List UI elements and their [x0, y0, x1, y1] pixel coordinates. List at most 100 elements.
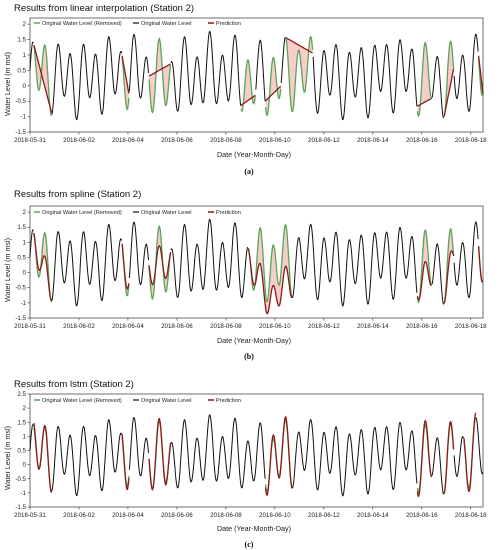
- prediction-series: [285, 37, 313, 54]
- plot-area: -1.5 -1 -0.5 0 0.5 1 1.5 2 2018-05-31 2018-06-02 2…: [14, 205, 487, 330]
- legend-label-prediction: Prediction: [216, 398, 241, 404]
- legend-label-original: Original Water Level: [141, 21, 191, 27]
- x-tick-label: 2018-06-06: [161, 512, 193, 519]
- x-tick-label: 2018-06-12: [308, 512, 340, 519]
- removed-series: [121, 56, 130, 110]
- legend-label-removed: Original Water Level (Removed): [42, 210, 122, 216]
- prediction-series: [121, 434, 130, 490]
- removed-series: [148, 225, 172, 301]
- y-tick-label: 1: [23, 433, 27, 440]
- x-tick-label: 2018-06-08: [210, 323, 242, 330]
- chart-panel-b: Results from spline (Station 2) -1.5 -1 -0…: [3, 189, 487, 361]
- x-tick-label: 2018-06-14: [357, 323, 389, 330]
- prediction-series: [121, 243, 130, 290]
- x-tick-label: 2018-06-16: [406, 323, 438, 330]
- y-tick-label: 0: [23, 462, 27, 469]
- legend-label-removed: Original Water Level (Removed): [42, 398, 122, 404]
- x-tick-label: 2018-06-02: [63, 323, 95, 330]
- plot-frame: [29, 205, 484, 319]
- x-tick-label: 2018-06-10: [259, 323, 291, 330]
- removed-series: [33, 43, 53, 117]
- prediction-series: [416, 419, 433, 498]
- y-tick-label: 2.5: [17, 391, 26, 398]
- removed-series: [477, 58, 484, 97]
- original-series: [29, 414, 484, 497]
- y-tick-label: 1: [23, 52, 27, 59]
- x-tick-label: 2018-06-10: [259, 512, 291, 519]
- y-axis-label: Water Level (m msl): [3, 52, 12, 116]
- y-tick-label: -1: [20, 490, 26, 497]
- y-tick-label: -0.5: [15, 98, 26, 105]
- removed-series: [148, 37, 172, 114]
- y-tick-label: -1.5: [15, 315, 26, 322]
- prediction-series: [148, 417, 172, 491]
- prediction-series: [417, 97, 432, 107]
- error-shade: [265, 57, 281, 116]
- prediction-series: [477, 246, 484, 283]
- x-tick-label: 2018-06-18: [455, 512, 487, 519]
- x-tick-label: 2018-06-06: [161, 137, 193, 144]
- plot-frame: [29, 17, 484, 133]
- removed-series: [33, 231, 53, 303]
- removed-series: [247, 223, 293, 303]
- chart-panel-a: Results from linear interpolation (Stati…: [3, 3, 487, 176]
- prediction-series: [33, 422, 53, 493]
- error-shade: [265, 416, 292, 496]
- y-tick-label: -1: [20, 300, 26, 307]
- legend: Original Water Level (Removed) Original …: [34, 21, 241, 27]
- x-tick-label: 2018-06-08: [210, 137, 242, 144]
- removed-series: [285, 35, 314, 113]
- x-tick-label: 2018-06-04: [112, 137, 144, 144]
- y-tick-label: -1: [20, 114, 26, 121]
- prediction-series: [443, 68, 455, 116]
- prediction-series: [148, 244, 172, 286]
- x-tick-label: 2018-06-10: [259, 137, 291, 144]
- x-tick-label: 2018-06-18: [455, 137, 487, 144]
- chart-title: Results from lstm (Station 2): [14, 379, 134, 390]
- y-tick-label: 0.5: [17, 67, 26, 74]
- x-tick-label: 2018-06-02: [63, 137, 95, 144]
- legend-label-original: Original Water Level: [141, 398, 191, 404]
- prediction-series: [33, 232, 53, 302]
- removed-series: [443, 227, 455, 304]
- x-tick-label: 2018-06-06: [161, 323, 193, 330]
- error-shade: [241, 59, 256, 112]
- y-tick-label: 2: [23, 21, 27, 28]
- y-tick-label: 0: [23, 270, 27, 277]
- y-tick-label: 0: [23, 83, 27, 90]
- prediction-series: [264, 415, 293, 497]
- y-tick-label: 1.5: [17, 419, 26, 426]
- legend: Original Water Level (Removed) Original …: [34, 398, 241, 404]
- x-tick-label: 2018-06-08: [210, 512, 242, 519]
- x-tick-label: 2018-06-16: [406, 137, 438, 144]
- removed-series: [443, 40, 455, 117]
- error-shade: [286, 36, 313, 112]
- x-tick-label: 2018-06-04: [112, 323, 144, 330]
- y-tick-label: 2: [23, 405, 27, 412]
- legend-label-removed: Original Water Level (Removed): [42, 21, 122, 27]
- prediction-series: [265, 85, 282, 102]
- x-axis-label: Date (Year-Month-Day): [217, 524, 291, 533]
- x-tick-label: 2018-05-31: [14, 323, 46, 330]
- removed-series: [416, 41, 433, 118]
- prediction-series: [148, 63, 171, 77]
- removed-series: [240, 58, 256, 112]
- prediction-series: [121, 55, 130, 94]
- removed-series: [264, 56, 282, 117]
- prediction-series: [240, 94, 256, 106]
- x-tick-label: 2018-06-02: [63, 512, 95, 519]
- prediction-series: [463, 412, 477, 493]
- panel-caption: (c): [245, 540, 254, 549]
- x-axis-label: Date (Year-Month-Day): [217, 150, 291, 159]
- y-tick-label: 0.5: [17, 448, 26, 455]
- x-tick-label: 2018-05-31: [14, 512, 46, 519]
- chart-panel-c: Results from lstm (Station 2) -1.5 -1 -0.5…: [3, 379, 487, 549]
- x-tick-label: 2018-06-18: [455, 323, 487, 330]
- x-tick-label: 2018-06-16: [406, 512, 438, 519]
- legend-label-prediction: Prediction: [216, 21, 241, 27]
- x-axis-label: Date (Year-Month-Day): [217, 336, 291, 345]
- y-tick-label: -0.5: [15, 476, 26, 483]
- y-tick-label: 1: [23, 239, 27, 246]
- legend-label-prediction: Prediction: [216, 210, 241, 216]
